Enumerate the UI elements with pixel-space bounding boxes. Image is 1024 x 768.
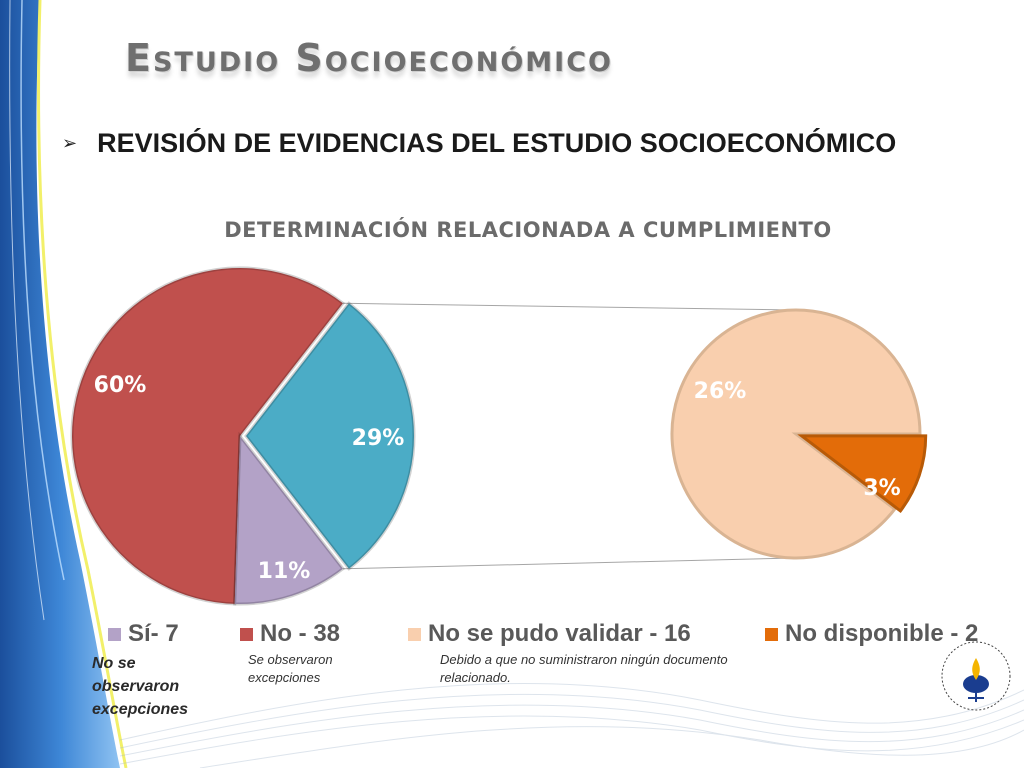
note-no: Se observaron excepciones <box>248 652 333 686</box>
second-slice-no-validar <box>670 308 922 560</box>
institution-logo-icon <box>941 641 1011 711</box>
legend-label-no-disponible: No disponible - 2 <box>785 620 979 647</box>
chart-title: DETERMINACIÓN RELACIONADA A CUMPLIMIENTO <box>224 218 832 242</box>
legend-label-no-validar: No se pudo validar - 16 <box>428 620 691 647</box>
legend-swatch-si <box>108 627 121 641</box>
bullet-text: REVISIÓN DE EVIDENCIAS DEL ESTUDIO SOCIO… <box>97 128 897 158</box>
label-main-no: 60% <box>94 373 147 398</box>
label-main-otros: 29% <box>352 426 405 451</box>
note-no-validar: Debido a que no suministraron ningún doc… <box>440 652 728 686</box>
legend-item-no: No - 38 <box>240 620 340 648</box>
main-slice-no <box>70 266 346 606</box>
slide-title: Estudio Socioeconómico <box>125 36 613 80</box>
arrow-bullet-icon: ➢ <box>62 133 78 154</box>
connector-line-top <box>342 302 797 311</box>
legend-swatch-no <box>240 627 253 641</box>
connector-line-bottom <box>342 557 797 570</box>
legend-item-no-validar: No se pudo validar - 16 <box>408 620 691 648</box>
note-si: No se observaron excepciones <box>92 655 189 719</box>
legend-item-no-disponible: No disponible - 2 <box>765 620 978 648</box>
legend-item-si: Sí- 7 <box>108 620 179 648</box>
label-main-si: 11% <box>258 559 311 584</box>
chart-legend: Sí- 7 No - 38 No se pudo validar - 16 No… <box>0 620 1024 650</box>
label-second-no-disponible: 3% <box>863 476 900 501</box>
legend-label-si: Sí- 7 <box>128 620 179 647</box>
main-slice-si <box>233 431 346 606</box>
bullet-row: ➢ REVISIÓN DE EVIDENCIAS DEL ESTUDIO SOC… <box>62 128 896 159</box>
second-slice-no-disponible <box>797 434 928 514</box>
legend-swatch-no-disponible <box>765 627 778 641</box>
label-second-no-validar: 26% <box>694 379 747 404</box>
legend-label-no: No - 38 <box>260 620 341 647</box>
legend-swatch-no-validar <box>408 627 421 641</box>
main-slice-otros <box>244 301 416 571</box>
